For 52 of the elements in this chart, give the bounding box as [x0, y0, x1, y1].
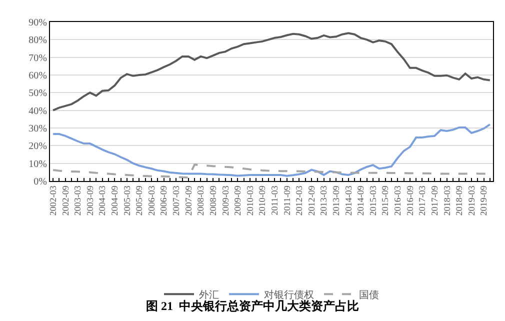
- x-tick-label: 2017-09: [429, 185, 440, 216]
- x-tick-label: 2003-09: [84, 185, 95, 216]
- x-tick-label: 2019-03: [466, 185, 476, 216]
- x-tick-label: 2013-09: [331, 185, 342, 216]
- x-tick-label: 2011-09: [282, 185, 292, 216]
- x-tick-label: 2016-09: [404, 185, 415, 216]
- text: 图 21 中央银行总资产中几大类资产占比: [146, 298, 359, 313]
- x-tick-label: 2007-03: [171, 185, 182, 216]
- x-tick-label: 2014-03: [343, 185, 354, 216]
- y-tick-label: 80%: [28, 35, 47, 46]
- x-tick-label: 2015-03: [368, 185, 378, 216]
- x-tick-label: 2011-03: [270, 185, 280, 216]
- x-tick-label: 2002-03: [48, 185, 58, 216]
- x-tick-label: 2018-09: [454, 185, 464, 216]
- y-tick-label: 90%: [28, 18, 47, 28]
- x-tick-label: 2004-03: [97, 185, 108, 216]
- x-tick-label: 2012-09: [306, 185, 316, 216]
- legend-label: 国债: [359, 290, 379, 301]
- y-tick-label: 60%: [28, 70, 47, 82]
- x-tick-label: 2002-09: [60, 185, 70, 216]
- x-tick-label: 2017-03: [417, 185, 428, 216]
- y-tick-label: 40%: [28, 106, 47, 117]
- x-tick-label: 2004-09: [110, 185, 120, 216]
- line-series: [52, 123, 491, 177]
- x-tick-label: 2006-03: [146, 185, 156, 216]
- y-tick-label: 50%: [28, 88, 47, 100]
- x-tick-label: 2009-09: [232, 185, 243, 216]
- x-tick-label: 2010-09: [257, 185, 268, 216]
- x-tick-label: 2010-03: [244, 185, 255, 216]
- legend-label: 外汇: [199, 288, 219, 301]
- y-tick-label: 10%: [28, 158, 47, 170]
- x-tick-label: 2007-09: [183, 185, 194, 216]
- x-tick-label: 2006-09: [158, 185, 169, 216]
- line-series: [52, 32, 491, 112]
- y-tick-label: 20%: [28, 141, 47, 152]
- x-tick-label: 2016-03: [392, 185, 403, 216]
- y-tick-label: 30%: [28, 124, 47, 134]
- x-tick-label: 2013-03: [318, 185, 329, 216]
- x-tick-label: 2018-03: [442, 185, 452, 216]
- y-tick-label: 70%: [28, 52, 47, 64]
- legend-label: 对银行债权: [264, 288, 314, 301]
- x-tick-label: 2008-03: [196, 185, 206, 216]
- x-tick-label: 2009-03: [220, 185, 230, 216]
- y-tick-label: 0%: [34, 176, 47, 188]
- x-tick-label: 2005-03: [122, 185, 132, 216]
- x-tick-label: 2019-09: [478, 185, 489, 216]
- x-tick-label: 2012-03: [294, 185, 304, 216]
- x-tick-label: 2003-03: [72, 185, 83, 216]
- x-tick-label: 2014-09: [356, 185, 366, 216]
- x-tick-label: 2005-09: [134, 185, 144, 216]
- x-tick-label: 2008-09: [208, 185, 218, 216]
- x-tick-label: 2015-09: [380, 185, 390, 216]
